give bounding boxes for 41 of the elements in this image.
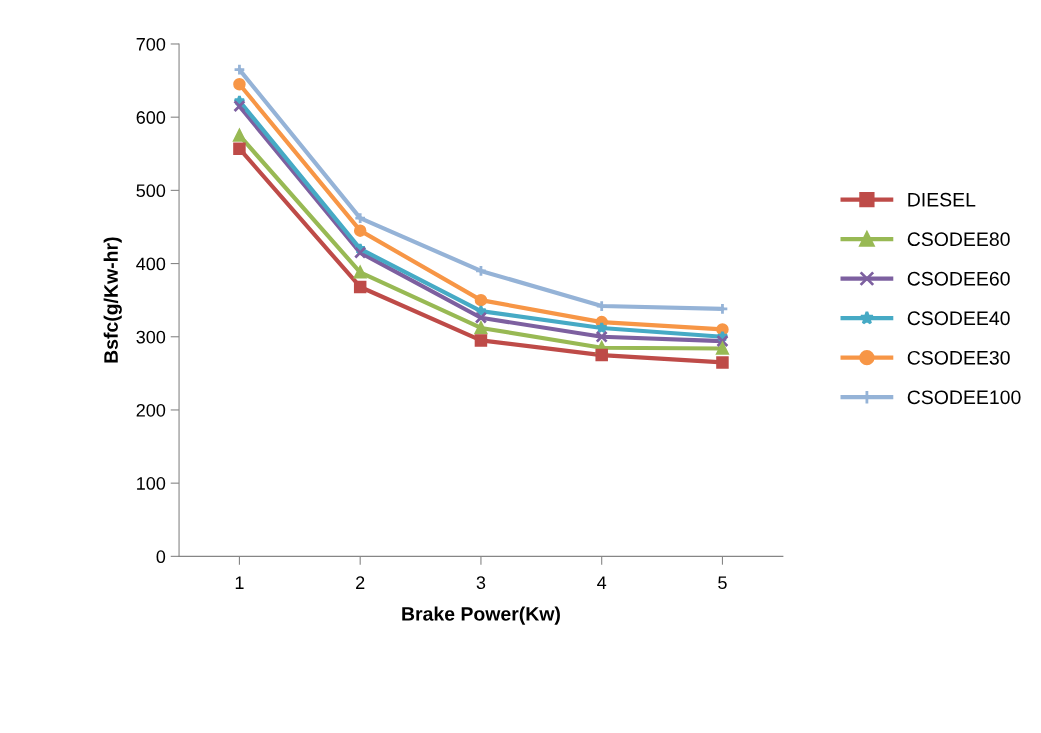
x-tick-label: 5 — [718, 576, 727, 590]
legend-label: CSODEE80 — [907, 232, 1010, 247]
point — [474, 311, 488, 324]
point — [353, 246, 367, 259]
point — [474, 321, 488, 335]
y-tick-label: 500 — [136, 184, 166, 198]
point — [233, 99, 246, 113]
y-tick-label: 700 — [136, 37, 166, 51]
point — [353, 211, 367, 225]
y-tick-label: 200 — [136, 403, 166, 417]
y-axis-title: Bsfc(g/Kw-hr) — [103, 237, 122, 363]
y-tick-label: 400 — [136, 257, 166, 271]
point — [595, 348, 608, 362]
x-tick-label: 2 — [356, 576, 365, 589]
legend-label: CSODEE40 — [907, 311, 1010, 326]
point — [474, 264, 488, 278]
point — [474, 334, 488, 347]
point — [353, 224, 367, 237]
point — [474, 293, 488, 307]
point — [716, 334, 729, 348]
point — [353, 266, 367, 279]
x-axis-title: Brake Power(Kw) — [402, 606, 560, 625]
x-tick-label: 3 — [476, 576, 486, 590]
point — [233, 77, 246, 91]
point — [595, 330, 608, 344]
y-tick-label: 300 — [136, 330, 166, 344]
point — [233, 142, 246, 155]
point — [353, 280, 367, 294]
point — [716, 356, 729, 369]
y-tick-label: 100 — [137, 477, 166, 490]
legend-label: CSODEE100 — [907, 390, 1021, 405]
legend-label: CSODEE60 — [907, 271, 1010, 286]
y-tick-label: 600 — [136, 111, 166, 124]
point — [595, 299, 608, 313]
point — [233, 63, 246, 76]
point — [595, 321, 608, 334]
y-tick-label: 0 — [156, 550, 166, 564]
x-tick-label: 1 — [235, 576, 244, 589]
x-tick-label: 4 — [597, 576, 607, 589]
legend-label: DIESEL — [908, 192, 976, 207]
legend-label: CSODEE30 — [907, 350, 1010, 365]
